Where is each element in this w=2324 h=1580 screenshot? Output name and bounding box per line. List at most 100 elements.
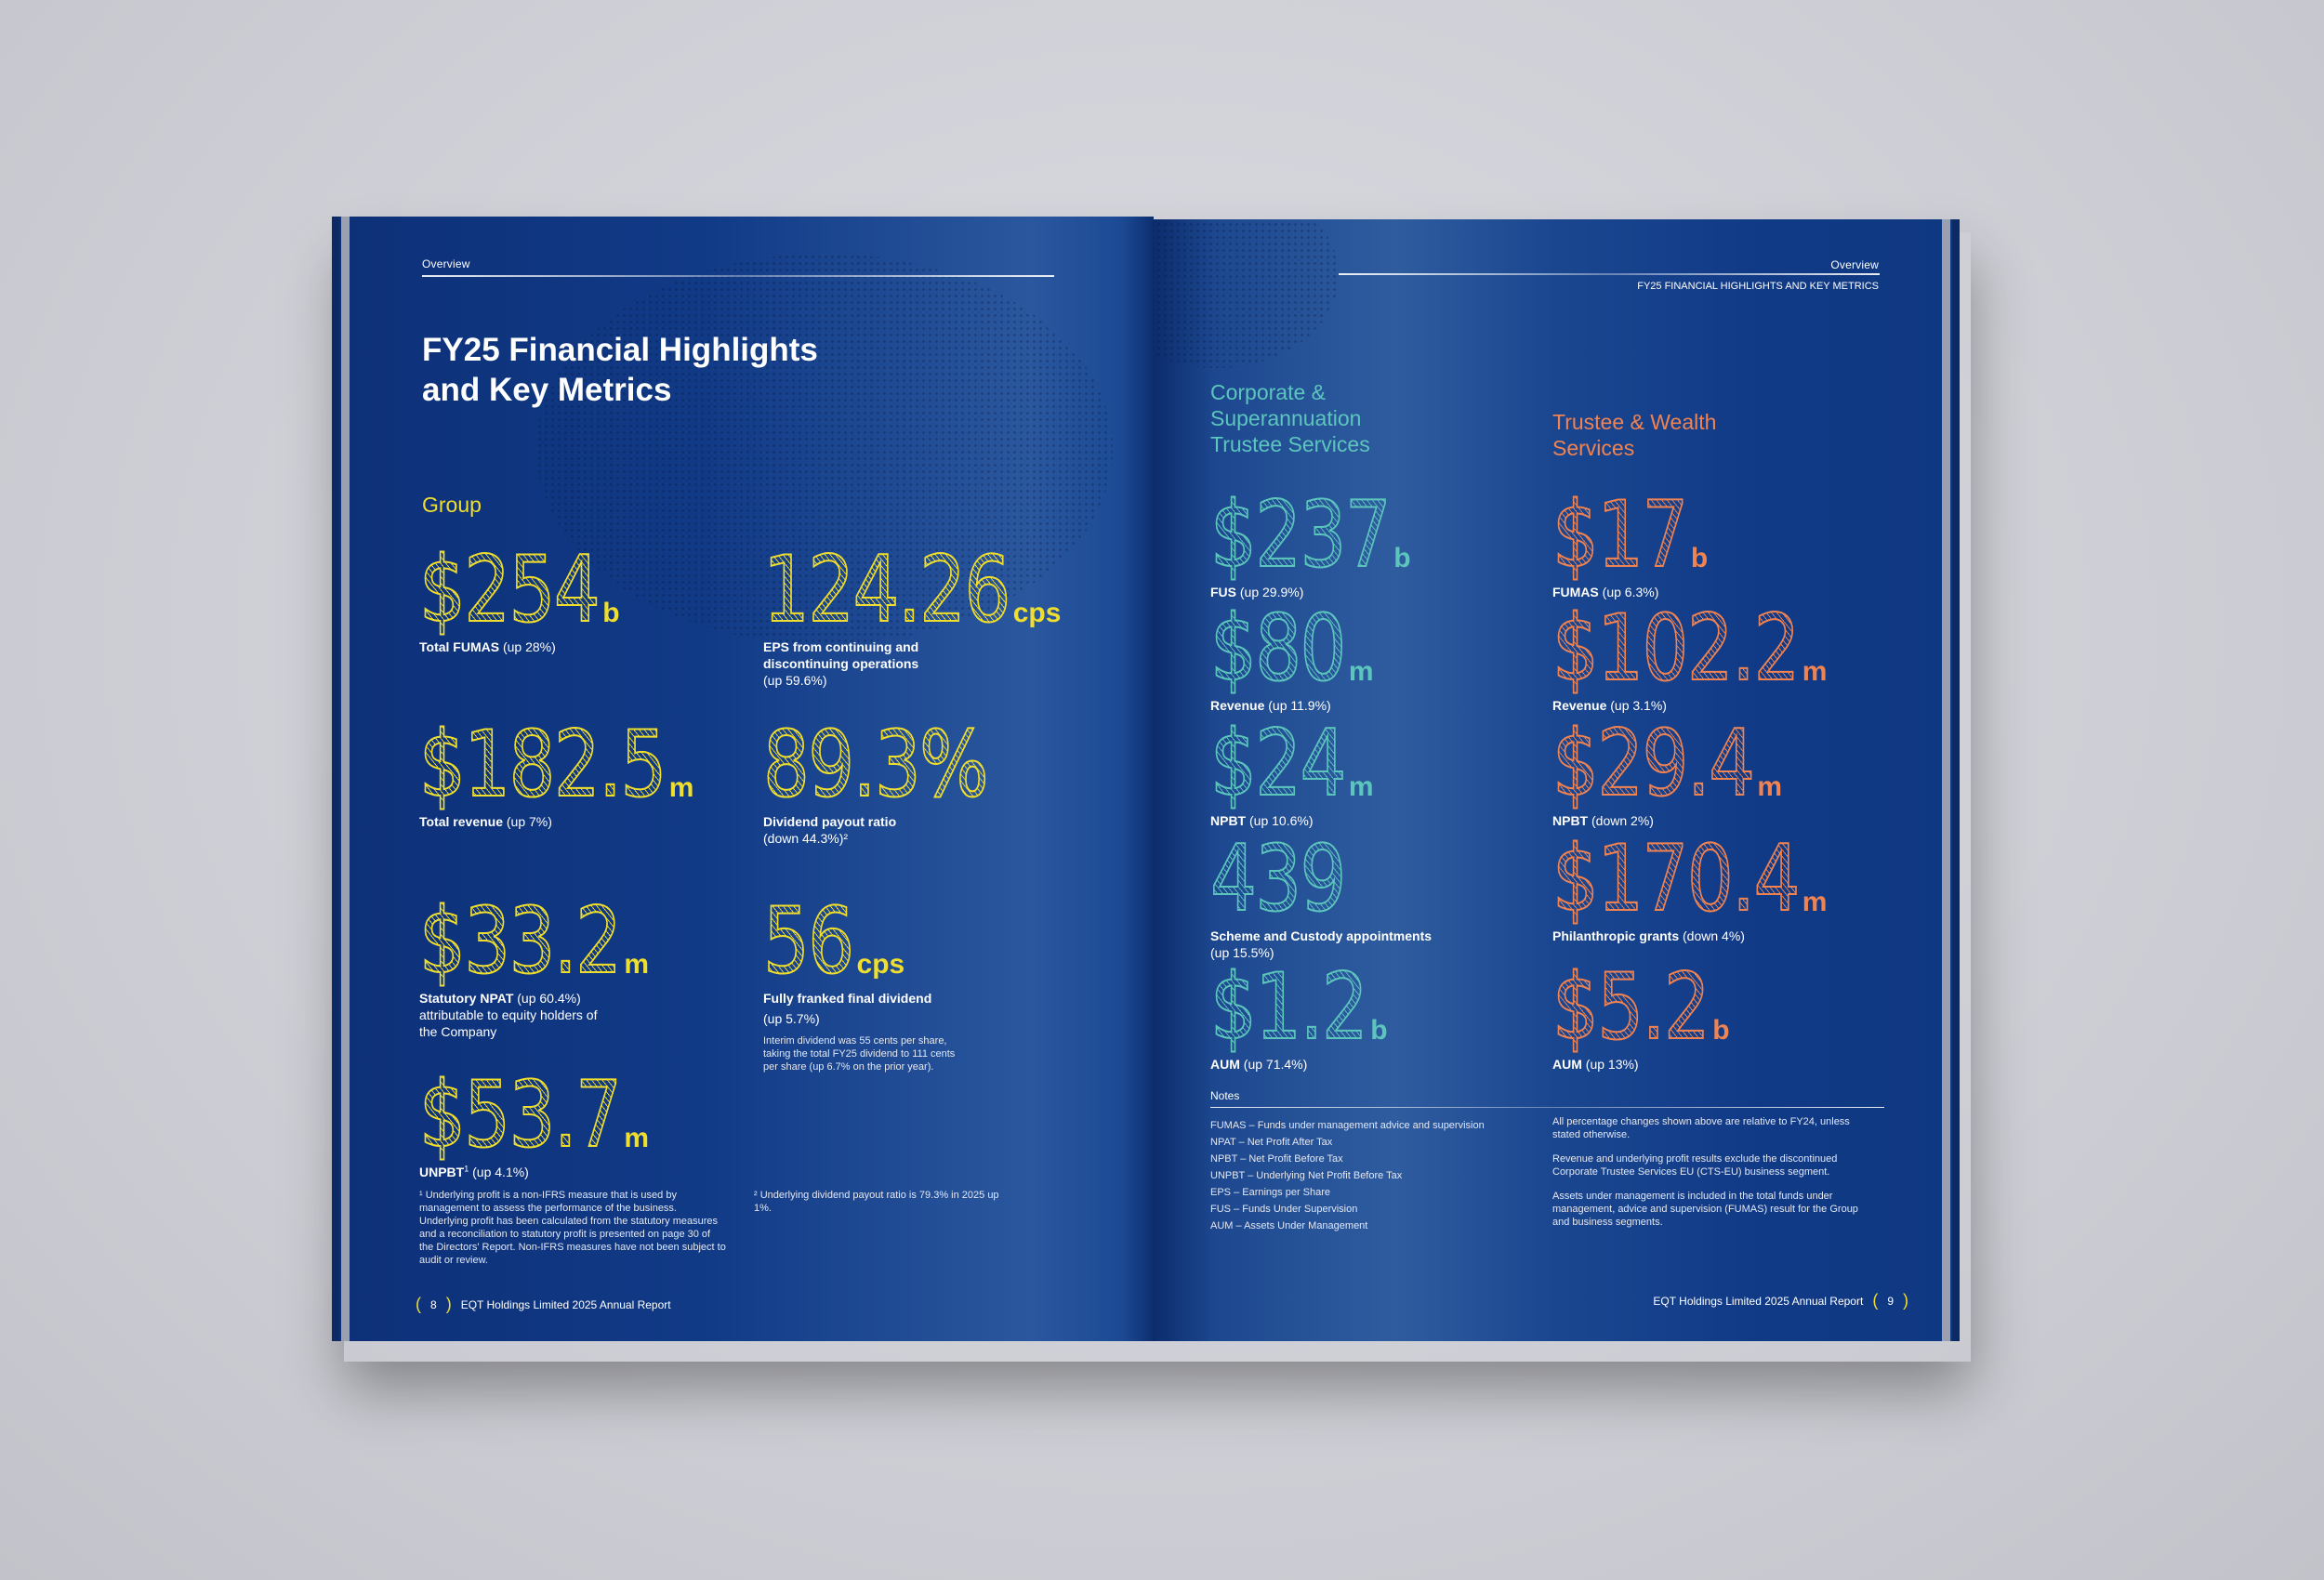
metric-label: EPS from continuing and discontinuing op…: [763, 639, 940, 689]
metric-value: 56 cps: [762, 889, 958, 994]
metric-unit: m: [624, 949, 650, 980]
metric-unit: m: [624, 1123, 650, 1153]
metric-unit: b: [1690, 543, 1709, 573]
notes-list: FUMAS – Funds under management advice an…: [1210, 1117, 1536, 1234]
page-edge: [332, 217, 339, 1341]
dot-pattern: [536, 254, 1113, 644]
metric-label-change: (up 11.9%): [1264, 698, 1331, 713]
metric-label-change: (up 6.3%): [1598, 585, 1659, 599]
metric-value: $29.4 m: [1552, 718, 1794, 810]
metric-label: Revenue (up 3.1%): [1552, 697, 1794, 714]
metric-label-bold: FUMAS: [1552, 585, 1599, 599]
section-label: Overview: [1830, 258, 1879, 271]
metric-label: UNPBT1 (up 4.1%): [419, 1164, 614, 1180]
metric-note: Interim dividend was 55 cents per share,…: [763, 1035, 956, 1073]
metric-label-bold: Fully franked final dividend: [763, 991, 932, 1006]
metric-label: Philanthropic grants (down 4%): [1552, 928, 1794, 944]
metric-value: 439: [1209, 833, 1452, 926]
metric-block: $1.2 b AUM (up 71.4%): [1209, 955, 1452, 1073]
header-rule: [422, 275, 1054, 277]
metric-value: $254 b: [418, 544, 620, 637]
metric-number: 124.26: [762, 537, 1011, 643]
metric-label: FUMAS (up 6.3%): [1552, 584, 1794, 600]
remark: Revenue and underlying profit results ex…: [1552, 1153, 1838, 1178]
footer-text: EQT Holdings Limited 2025 Annual Report: [460, 1297, 671, 1311]
dot-pattern: [1153, 219, 1339, 368]
metric-label: Fully franked final dividend (up 5.7%): [763, 990, 940, 1027]
metric-unit: m: [1802, 887, 1828, 917]
metric-label: NPBT (up 10.6%): [1210, 812, 1452, 829]
metric-label-bold: UNPBT: [419, 1165, 465, 1179]
metric-block: $24 m NPBT (up 10.6%): [1209, 718, 1452, 829]
metric-unit: b: [1370, 1015, 1388, 1046]
footer-text: EQT Holdings Limited 2025 Annual Report: [1653, 1294, 1864, 1308]
group-heading: Group: [422, 493, 482, 517]
title-line: FY25 Financial Highlights: [422, 332, 818, 368]
metric-block: $237 b FUS (up 29.9%): [1209, 482, 1452, 600]
metric-value: 124.26 cps: [762, 537, 1062, 643]
metric-label: Total FUMAS (up 28%): [419, 639, 614, 655]
metric-label: Scheme and Custody appointments (up 15.5%…: [1210, 928, 1452, 961]
metric-label-change: (up 4.1%): [469, 1165, 529, 1179]
metric-value: $5.2 b: [1552, 955, 1794, 1060]
metric-number: $17: [1552, 482, 1689, 588]
metric-block: $170.4 m Philanthropic grants (down 4%): [1552, 833, 1828, 944]
metric-number: 56: [762, 889, 855, 994]
metric-number: $53.7: [418, 1062, 623, 1168]
bracket-right-icon: ): [445, 1295, 452, 1313]
metric-label-bold: FUS: [1210, 585, 1236, 599]
metric-label-bold: Total revenue: [419, 814, 503, 829]
metric-label-bold: Philanthropic grants: [1552, 928, 1680, 943]
metric-label-change: (up 28%): [499, 639, 556, 654]
metric-block: $53.7 m UNPBT1 (up 4.1%): [418, 1062, 650, 1180]
page-edge: [341, 217, 350, 1341]
notes-heading: Notes: [1210, 1089, 1240, 1102]
metric-unit: b: [1712, 1015, 1730, 1046]
metric-number: $182.5: [418, 712, 667, 818]
csts-heading: Corporate & Superannuation Trustee Servi…: [1210, 380, 1370, 456]
metric-block: $17 b FUMAS (up 6.3%): [1552, 482, 1794, 600]
metric-unit: b: [602, 598, 620, 628]
bracket-left-icon: (: [416, 1295, 421, 1313]
metric-label-bold: Total FUMAS: [419, 639, 500, 654]
note-item: UNPBT – Underlying Net Profit Before Tax: [1210, 1170, 1403, 1181]
notes-remarks: All percentage changes shown above are r…: [1552, 1115, 1873, 1229]
metric-unit: cps: [1012, 598, 1062, 628]
metric-number: $1.2: [1209, 955, 1368, 1060]
footnote-ref: 1: [464, 1164, 469, 1174]
metric-number: $237: [1209, 482, 1392, 588]
notes-rule: [1210, 1107, 1884, 1108]
metric-label: Statutory NPAT (up 60.4%) attributable t…: [419, 990, 614, 1040]
metric-label-bold: NPBT: [1210, 813, 1247, 828]
metric-label-bold: EPS from continuing and discontinuing op…: [763, 639, 919, 671]
metric-label-change: (down 44.3%)²: [763, 831, 849, 846]
metric-value: $102.2 m: [1552, 596, 1827, 702]
page-subtitle: FY25 FINANCIAL HIGHLIGHTS AND KEY METRIC…: [1637, 281, 1879, 292]
metric-label: NPBT (down 2%): [1552, 812, 1794, 829]
metric-label-change: (up 13%): [1581, 1057, 1639, 1072]
metric-block: $33.2 m Statutory NPAT (up 60.4%) attribut…: [418, 889, 650, 1040]
metric-value: $182.5 m: [418, 712, 694, 818]
remark: Assets under management is included in t…: [1552, 1191, 1858, 1228]
metric-block: 56 cps Fully franked final dividend (up 5.7…: [762, 889, 958, 1073]
note-item: AUM – Assets Under Management: [1210, 1220, 1368, 1231]
page-edge: [1942, 219, 1950, 1341]
metric-label-bold: AUM: [1210, 1057, 1240, 1072]
metric-value: $1.2 b: [1209, 955, 1452, 1060]
metric-value: 89.3%: [762, 718, 989, 811]
metric-label-change: (up 59.6%): [763, 673, 827, 688]
metric-number: $33.2: [418, 889, 623, 994]
note-item: EPS – Earnings per Share: [1210, 1187, 1331, 1198]
metric-unit: m: [668, 772, 694, 803]
metric-label-bold: Scheme and Custody appointments: [1210, 928, 1433, 943]
page-footer: ( 8 ) EQT Holdings Limited 2025 Annual R…: [416, 1295, 671, 1314]
metric-number: $5.2: [1552, 955, 1710, 1060]
metric-value: $17 b: [1552, 482, 1794, 588]
right-page: Overview FY25 FINANCIAL HIGHLIGHTS AND K…: [1153, 219, 1960, 1341]
page-footer: EQT Holdings Limited 2025 Annual Report …: [1653, 1291, 1908, 1310]
metric-number: $102.2: [1552, 596, 1801, 702]
metric-label: Revenue (up 11.9%): [1210, 697, 1452, 714]
metric-label: Dividend payout ratio (down 44.3%)²: [763, 813, 940, 847]
section-label: Overview: [422, 257, 470, 270]
metric-label-change: (up 3.1%): [1606, 698, 1667, 713]
